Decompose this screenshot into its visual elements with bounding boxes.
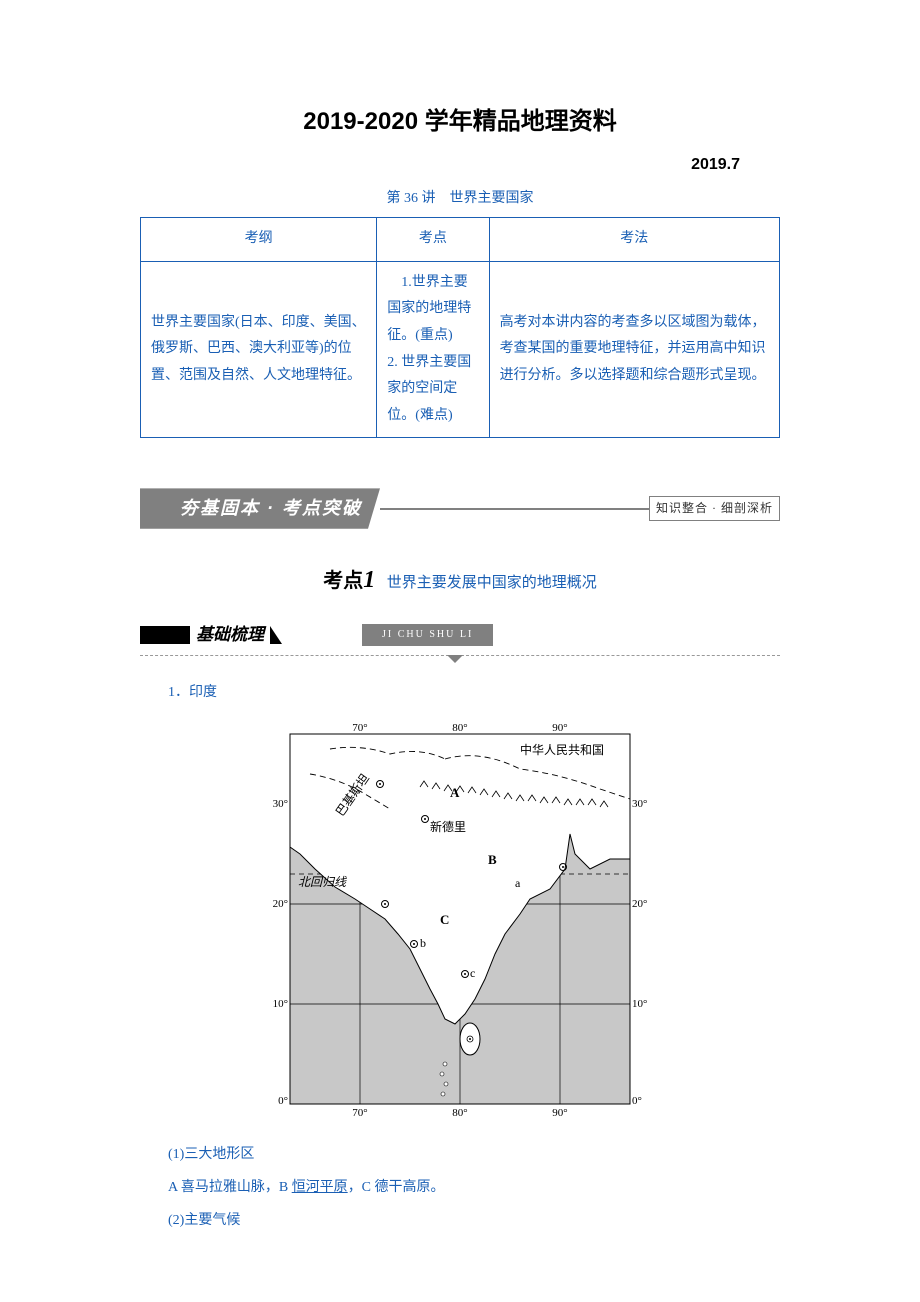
table-row: 世界主要国家(日本、印度、美国、俄罗斯、巴西、澳大利亚等)的位置、范围及自然、人…: [141, 261, 780, 438]
lesson-title: 第 36 讲 世界主要国家: [140, 186, 780, 211]
point-B: B: [488, 852, 497, 867]
section-bar-left: 夯基固本 · 考点突破: [140, 488, 380, 528]
svg-text:90°: 90°: [552, 1107, 567, 1119]
para-terrain-title: (1)三大地形区: [140, 1142, 780, 1167]
kaodian-text: 世界主要发展中国家的地理概况: [387, 575, 597, 591]
svg-text:10°: 10°: [632, 998, 647, 1010]
point-A: A: [450, 785, 460, 800]
th-kaogang: 考纲: [141, 218, 377, 262]
svg-text:0°: 0°: [632, 1095, 642, 1107]
main-title: 2019-2020 学年精品地理资料: [140, 100, 780, 143]
lon-80: 80°: [452, 722, 467, 734]
subbar-pinyin: JI CHU SHU LI: [362, 624, 493, 646]
para-terrain-list: A 喜马拉雅山脉，B 恒河平原，C 德干高原。: [140, 1175, 780, 1200]
svg-text:30°: 30°: [273, 798, 288, 810]
subbar: 基础梳理 JI CHU SHU LI: [140, 620, 780, 651]
item-india: 1．印度: [140, 680, 780, 705]
terrain-b-underline: 恒河平原: [292, 1180, 348, 1195]
label-newdelhi: 新德里: [430, 819, 466, 834]
kaodian-row: 考点1 世界主要发展中国家的地理概况: [140, 559, 780, 602]
point-b: b: [420, 936, 426, 950]
subbar-label: 基础梳理: [196, 620, 264, 651]
td-kaofa: 高考对本讲内容的考查多以区域图为载体，考查某国的重要地理特征，并运用高中知识进行…: [489, 261, 779, 438]
india-map: 70° 80° 90° 70° 80° 90° 30° 20° 10° 0° 3…: [140, 719, 780, 1128]
section-bar: 夯基固本 · 考点突破 知识整合 · 细剖深析: [140, 488, 780, 528]
svg-text:20°: 20°: [632, 898, 647, 910]
table-header-row: 考纲 考点 考法: [141, 218, 780, 262]
kaodian-label: 考点: [323, 570, 363, 592]
svg-text:80°: 80°: [452, 1107, 467, 1119]
point-C: C: [440, 912, 449, 927]
dashed-line: [140, 655, 780, 656]
svg-text:30°: 30°: [632, 798, 647, 810]
syllabus-table: 考纲 考点 考法 世界主要国家(日本、印度、美国、俄罗斯、巴西、澳大利亚等)的位…: [140, 217, 780, 438]
svg-text:10°: 10°: [273, 998, 288, 1010]
date-line: 2019.7: [140, 151, 780, 180]
map-svg: 70° 80° 90° 70° 80° 90° 30° 20° 10° 0° 3…: [270, 719, 650, 1119]
td-kaogang: 世界主要国家(日本、印度、美国、俄罗斯、巴西、澳大利亚等)的位置、范围及自然、人…: [141, 261, 377, 438]
subbar-slash-icon: [270, 626, 282, 644]
label-china: 中华人民共和国: [520, 742, 604, 757]
subbar-block: [140, 626, 190, 644]
lon-90: 90°: [552, 722, 567, 734]
para-climate: (2)主要气候: [140, 1208, 780, 1233]
lon-70: 70°: [352, 722, 367, 734]
kaodian-num: 1: [363, 567, 375, 593]
section-bar-line: [380, 508, 649, 510]
label-tropic: 北回归线: [298, 875, 347, 889]
terrain-c: ，C 德干高原。: [348, 1180, 445, 1195]
terrain-a: A 喜马拉雅山脉，B: [168, 1180, 292, 1195]
th-kaodian: 考点: [377, 218, 489, 262]
svg-text:70°: 70°: [352, 1107, 367, 1119]
td-kaodian: 1.世界主要国家的地理特征。(重点) 2. 世界主要国家的空间定位。(难点): [377, 261, 489, 438]
th-kaofa: 考法: [489, 218, 779, 262]
point-a: a: [515, 876, 521, 890]
point-c: c: [470, 966, 475, 980]
svg-text:0°: 0°: [278, 1095, 288, 1107]
section-bar-right: 知识整合 · 细剖深析: [649, 496, 780, 522]
svg-text:20°: 20°: [273, 898, 288, 910]
